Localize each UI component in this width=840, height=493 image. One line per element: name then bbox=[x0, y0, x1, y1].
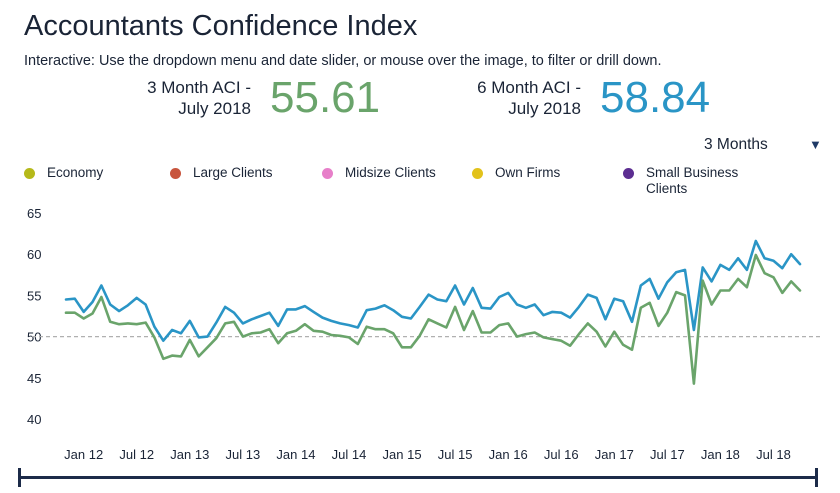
date-slider-end-handle[interactable] bbox=[815, 468, 818, 487]
legend-dot-large-clients bbox=[170, 168, 181, 179]
y-tick-label: 55 bbox=[27, 288, 41, 303]
kpi-6-month-value: 58.84 bbox=[600, 73, 711, 122]
kpi-6-month-label: 6 Month ACI - July 2018 bbox=[434, 77, 581, 119]
legend-dot-small-business-clients bbox=[623, 168, 634, 179]
x-tick-label: Jul 16 bbox=[544, 447, 579, 462]
x-tick-label: Jul 14 bbox=[332, 447, 367, 462]
x-tick-label: Jul 18 bbox=[756, 447, 791, 462]
date-slider-track[interactable] bbox=[18, 476, 818, 479]
x-tick-label: Jan 16 bbox=[489, 447, 528, 462]
x-tick-label: Jul 15 bbox=[438, 447, 473, 462]
legend-label-small-business-clients: Small Business Clients bbox=[646, 165, 739, 196]
x-tick-label: Jul 13 bbox=[226, 447, 261, 462]
period-dropdown[interactable]: 3 Months ▼ bbox=[704, 135, 824, 157]
x-tick-label: Jan 15 bbox=[383, 447, 422, 462]
date-slider-start-handle[interactable] bbox=[18, 468, 21, 487]
page-subtitle: Interactive: Use the dropdown menu and d… bbox=[24, 53, 662, 69]
y-tick-label: 60 bbox=[27, 247, 41, 262]
x-tick-label: Jan 14 bbox=[276, 447, 315, 462]
series-line-6-month-aci bbox=[64, 239, 802, 342]
x-tick-label: Jan 12 bbox=[64, 447, 103, 462]
y-tick-label: 45 bbox=[27, 371, 41, 386]
caret-down-icon[interactable]: ▼ bbox=[809, 137, 822, 152]
x-tick-label: Jan 13 bbox=[170, 447, 209, 462]
kpi-6-month-label-line1: 6 Month ACI - bbox=[477, 78, 581, 97]
kpi-3-month-label-line2: July 2018 bbox=[178, 99, 251, 118]
y-tick-label: 40 bbox=[27, 412, 41, 427]
kpi-3-month-label-line1: 3 Month ACI - bbox=[147, 78, 251, 97]
date-range-slider[interactable] bbox=[18, 466, 818, 488]
legend-dot-own-firms bbox=[472, 168, 483, 179]
y-tick-label: 65 bbox=[27, 206, 41, 221]
kpi-3-month-value: 55.61 bbox=[270, 73, 381, 122]
x-tick-label: Jul 17 bbox=[650, 447, 685, 462]
page-title: Accountants Confidence Index bbox=[24, 10, 418, 42]
x-tick-label: Jan 17 bbox=[595, 447, 634, 462]
x-tick-label: Jan 18 bbox=[701, 447, 740, 462]
legend-label-large-clients: Large Clients bbox=[193, 165, 273, 180]
period-dropdown-value: 3 Months bbox=[704, 136, 768, 153]
legend-dot-economy bbox=[24, 168, 35, 179]
legend-label-own-firms: Own Firms bbox=[495, 165, 561, 180]
legend-dot-midsize-clients bbox=[322, 168, 333, 179]
kpi-3-month-label: 3 Month ACI - July 2018 bbox=[104, 77, 251, 119]
legend-label-midsize-clients: Midsize Clients bbox=[345, 165, 436, 180]
legend-label-economy: Economy bbox=[47, 165, 104, 180]
kpi-6-month-label-line2: July 2018 bbox=[508, 99, 581, 118]
x-tick-label: Jul 12 bbox=[119, 447, 154, 462]
series-line-3-month-aci bbox=[64, 253, 802, 385]
